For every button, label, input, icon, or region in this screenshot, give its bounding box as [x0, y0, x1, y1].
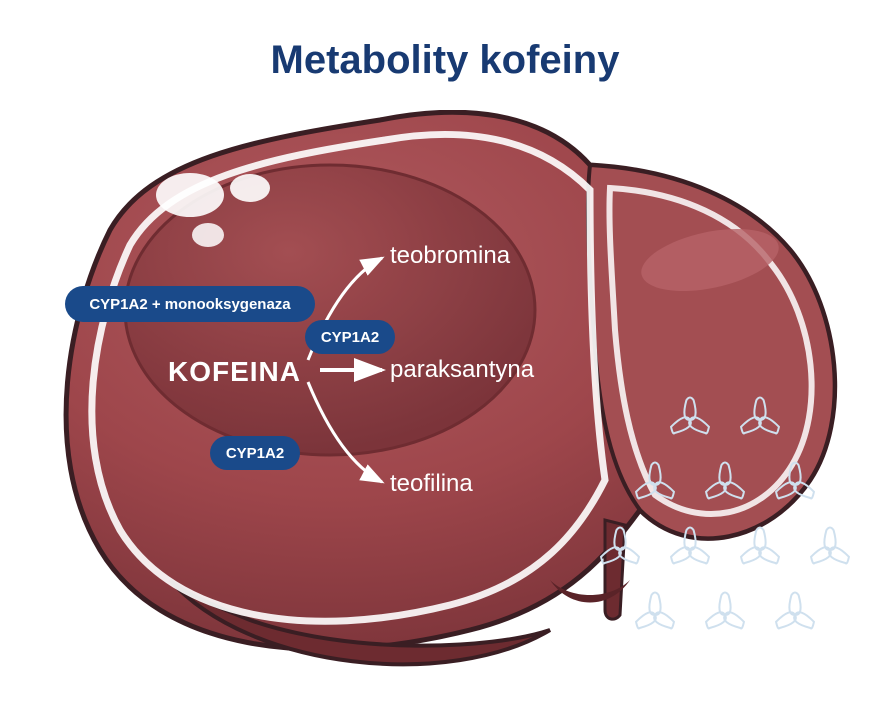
background-decoration: [0, 0, 890, 706]
